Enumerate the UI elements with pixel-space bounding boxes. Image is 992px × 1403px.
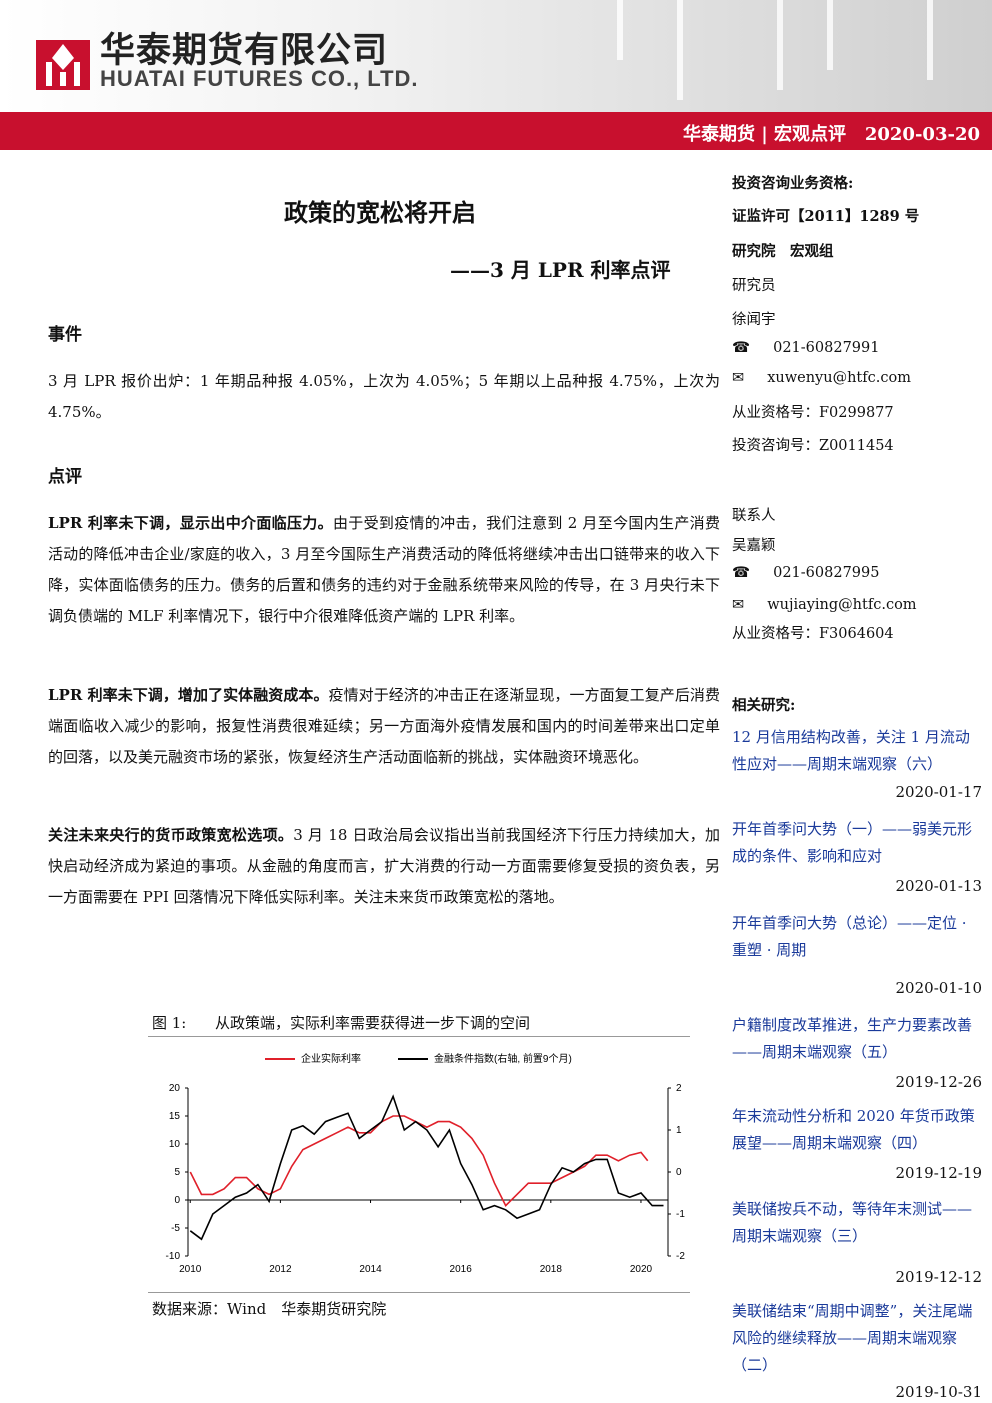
- paragraph: LPR 利率未下调，增加了实体融资成本。疫情对于经济的冲击正在逐渐显现，一方面复…: [48, 680, 720, 773]
- related-title[interactable]: 12 月信用结构改善，关注 1 月流动性应对——周期末端观察（六）: [732, 728, 970, 773]
- email-address: wujiaying@htfc.com: [767, 597, 917, 613]
- y-tick-label: -5: [171, 1223, 180, 1234]
- heading: 事件: [48, 325, 82, 345]
- related-date: 2020-01-10: [895, 979, 982, 997]
- text: 疫情对于经济的冲击正在逐渐显现，一方面复工复产后消费端面临收入减少的影响，报复性…: [48, 686, 720, 766]
- related-date: 2019-12-12: [895, 1268, 982, 1286]
- cert: 从业资格号：F3064604: [732, 626, 894, 642]
- related-date: 2019-10-31: [895, 1383, 982, 1401]
- series-line: [189, 1094, 664, 1241]
- y2-tick-label: 2: [676, 1083, 682, 1094]
- company-en: HUATAI FUTURES CO., LTD.: [100, 66, 419, 91]
- date: 2020-03-20: [864, 124, 980, 145]
- rule: [148, 1292, 690, 1293]
- cert: 从业资格号：F0299877: [732, 405, 894, 421]
- company-cn: 华泰期货有限公司: [100, 31, 389, 71]
- red-bar: [0, 112, 992, 150]
- brand: 华泰期货: [682, 124, 755, 145]
- legend-label: 企业实际利率: [301, 1052, 361, 1065]
- x-tick-label: 2010: [179, 1264, 202, 1275]
- related-date: 2020-01-13: [895, 877, 982, 895]
- series-line: [189, 1115, 649, 1207]
- dept: 研究院 宏观组: [732, 243, 834, 260]
- y-tick-label: 20: [169, 1083, 181, 1094]
- related-title[interactable]: 美联储结束“周期中调整”，关注尾端风险的继续释放——周期末端观察（二）: [732, 1302, 973, 1374]
- x-tick-label: 2018: [540, 1264, 563, 1275]
- y-tick-label: 15: [169, 1111, 181, 1122]
- x-tick-label: 2012: [269, 1264, 292, 1275]
- subtitle: ——3 月 LPR 利率点评: [450, 258, 671, 282]
- phone-number: 021-60827991: [773, 340, 880, 356]
- cert: 投资咨询号：Z0011454: [732, 438, 894, 454]
- related-title[interactable]: 美联储按兵不动，等待年末测试——周期末端观察（三）: [732, 1200, 973, 1245]
- email-address: xuwenyu@htfc.com: [767, 370, 911, 386]
- phone: ☎ 021-60827995: [732, 565, 880, 581]
- y-tick-label: -10: [166, 1251, 181, 1262]
- text: 由于受到疫情的冲击，我们注意到 2 月至今国内生产消费活动的降低冲击企业/家庭的…: [48, 514, 720, 625]
- title: 政策的宽松将开启: [284, 198, 476, 227]
- license: 证监许可【2011】1289 号: [732, 208, 920, 225]
- related-date: 2019-12-19: [895, 1164, 982, 1182]
- text: 3 月 18 日政治局会议指出当前我国经济下行压力持续加大，加快启动经济成为紧迫…: [48, 826, 720, 906]
- x-tick-label: 2014: [359, 1264, 382, 1275]
- x-tick-label: 2020: [630, 1264, 653, 1275]
- bar-text: 华泰期货 | 宏观点评 2020-03-20: [682, 124, 980, 145]
- related-heading: 相关研究:: [732, 697, 796, 714]
- paragraph: 3 月 LPR 报价出炉：1 年期品种报 4.05%，上次为 4.05%；5 年…: [48, 372, 720, 421]
- caption-label: 图 1:: [152, 1014, 187, 1032]
- lead: 关注未来央行的货币政策宽松选项。: [48, 826, 294, 844]
- y-tick-label: 10: [169, 1139, 181, 1150]
- lead: LPR 利率未下调，显示出中介面临压力。: [48, 514, 333, 532]
- y-tick-label: 0: [174, 1195, 180, 1206]
- related-date: 2019-12-26: [895, 1073, 982, 1091]
- related-title[interactable]: 年末流动性分析和 2020 年货币政策展望——周期末端观察（四）: [732, 1107, 975, 1152]
- source: 数据来源：Wind 华泰期货研究院: [152, 1300, 387, 1318]
- phone: ☎ 021-60827991: [732, 340, 880, 356]
- y2-tick-label: -1: [676, 1209, 685, 1220]
- role: 研究员: [732, 278, 776, 294]
- header-graphics: [36, 0, 933, 100]
- column: 宏观点评: [774, 124, 847, 145]
- name: 吴嘉颖: [732, 538, 776, 554]
- phone-number: 021-60827995: [773, 565, 880, 581]
- paragraph: LPR 利率未下调，显示出中介面临压力。由于受到疫情的冲击，我们注意到 2 月至…: [48, 508, 720, 632]
- related-date: 2020-01-17: [895, 783, 982, 801]
- related-title[interactable]: 户籍制度改革推进，生产力要素改善——周期末端观察（五）: [732, 1016, 973, 1061]
- related-title[interactable]: 开年首季问大势（总论）——定位 · 重塑 · 周期: [732, 914, 967, 959]
- lead: LPR 利率未下调，增加了实体融资成本。: [48, 686, 329, 704]
- paragraph: 关注未来央行的货币政策宽松选项。3 月 18 日政治局会议指出当前我国经济下行压…: [48, 820, 720, 913]
- figure-caption: 图 1: 从政策端，实际利率需要获得进一步下调的空间: [152, 1012, 530, 1033]
- y-tick-label: 5: [174, 1167, 180, 1178]
- y2-tick-label: 1: [676, 1125, 682, 1136]
- y2-tick-label: 0: [676, 1167, 682, 1178]
- rule: [148, 1036, 690, 1037]
- name: 徐闻宇: [732, 312, 776, 328]
- header-band: [0, 0, 992, 112]
- y2-tick-label: -2: [676, 1251, 685, 1262]
- x-tick-label: 2016: [450, 1264, 473, 1275]
- legend-label: 金融条件指数(右轴, 前置9个月): [434, 1052, 572, 1065]
- email: ✉ wujiaying@htfc.com: [732, 597, 917, 613]
- email: ✉ xuwenyu@htfc.com: [732, 370, 911, 386]
- caption: 从政策端，实际利率需要获得进一步下调的空间: [214, 1014, 530, 1032]
- heading: 点评: [48, 467, 82, 487]
- qualification: 投资咨询业务资格:: [732, 175, 854, 192]
- related-title[interactable]: 开年首季问大势（一）——弱美元形成的条件、影响和应对: [732, 820, 973, 865]
- role: 联系人: [732, 508, 776, 524]
